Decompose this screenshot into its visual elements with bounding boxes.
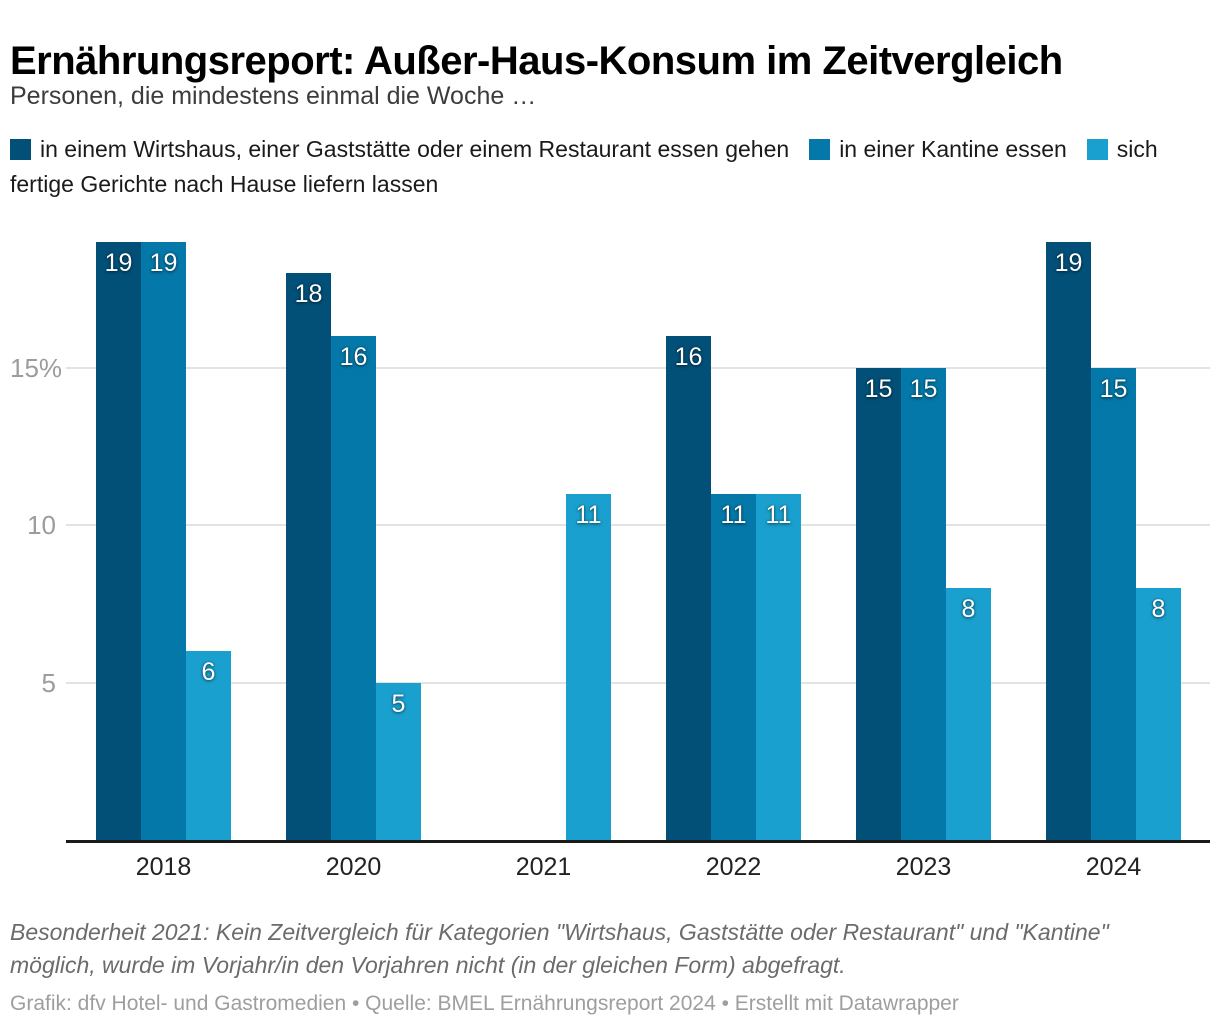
legend-swatch-icon [10, 139, 31, 160]
x-axis-line [66, 840, 1210, 843]
bar-2020-kantine: 16 [331, 336, 376, 840]
legend-swatch-icon [1086, 139, 1108, 160]
bar-value-label: 15 [1099, 374, 1128, 403]
bar-value-label: 11 [720, 500, 747, 529]
bar-value-label: 8 [1151, 595, 1166, 623]
legend: in einem Wirtshaus, einer Gaststätte ode… [10, 132, 1210, 202]
legend-label: in einer Kantine essen [839, 136, 1067, 162]
legend-label: sich fertige Gerichte nach Hause liefern… [10, 136, 1158, 197]
bar-2022-lieferservice: 11 [756, 493, 801, 840]
bar-2024-lieferservice: 8 [1136, 588, 1181, 840]
bar-value-label: 5 [391, 689, 406, 718]
bar-value-label: 19 [1054, 248, 1083, 277]
bar-2018-lieferservice: 6 [186, 651, 231, 840]
bar-2018-kantine: 19 [141, 241, 186, 840]
bar-2018-wirtshaus-restaurant: 19 [96, 241, 141, 840]
gridline [66, 524, 1210, 526]
y-tick-label: 10 [27, 510, 56, 540]
bar-value-label: 18 [294, 280, 323, 308]
x-tick-label: 2024 [1085, 853, 1142, 881]
x-tick-label: 2021 [515, 853, 572, 881]
bar-2023-wirtshaus-restaurant: 15 [856, 367, 901, 840]
bar-2021-lieferservice: 11 [566, 493, 611, 840]
bar-value-label: 6 [201, 658, 216, 686]
chart-title: Ernährungsreport: Außer-Haus-Konsum im Z… [10, 38, 1063, 83]
byline: Grafik: dfv Hotel- und Gastromedien • Qu… [10, 992, 959, 1015]
bar-value-label: 19 [104, 248, 133, 277]
bar-value-label: 11 [765, 500, 792, 529]
y-tick-label: 15% [10, 352, 63, 383]
legend-item: sich fertige Gerichte nach Hause liefern… [10, 136, 1158, 197]
x-tick-label: 2020 [325, 853, 382, 881]
bar-2020-lieferservice: 5 [376, 682, 421, 840]
legend-item: in einer Kantine essen [809, 136, 1067, 162]
legend-item: in einem Wirtshaus, einer Gaststätte ode… [10, 136, 789, 162]
plot-area: 5 10 15% 19 19 6 2018 18 16 5 2020 11 2021 16 11 11 2022… [10, 240, 1210, 881]
bar-2024-wirtshaus-restaurant: 19 [1046, 241, 1091, 840]
bar-2022-wirtshaus-restaurant: 16 [666, 336, 711, 840]
legend-swatch-icon [809, 139, 831, 160]
bar-value-label: 15 [909, 374, 938, 403]
bar-value-label: 19 [149, 248, 178, 277]
gridline [66, 366, 1210, 369]
bar-2023-lieferservice: 8 [946, 588, 991, 840]
x-tick-label: 2018 [135, 853, 192, 881]
footnote: Besonderheit 2021: Kein Zeitvergleich fü… [10, 919, 1109, 979]
bar-value-label: 16 [674, 343, 703, 371]
x-tick-label: 2022 [705, 853, 762, 881]
bar-value-label: 16 [339, 343, 368, 371]
legend-label: in einem Wirtshaus, einer Gaststätte ode… [40, 136, 790, 162]
y-tick-label: 5 [41, 667, 56, 698]
bar-value-label: 11 [575, 500, 602, 529]
bar-2020-wirtshaus-restaurant: 18 [286, 273, 331, 840]
bar-2024-kantine: 15 [1091, 367, 1136, 840]
bar-value-label: 8 [961, 595, 976, 623]
bar-2022-kantine: 11 [711, 493, 756, 840]
bar-2023-kantine: 15 [901, 367, 946, 840]
x-tick-label: 2023 [895, 853, 952, 881]
gridline [66, 681, 1210, 684]
bar-value-label: 15 [864, 374, 893, 403]
chart-subtitle: Personen, die mindestens einmal die Woch… [10, 82, 537, 110]
